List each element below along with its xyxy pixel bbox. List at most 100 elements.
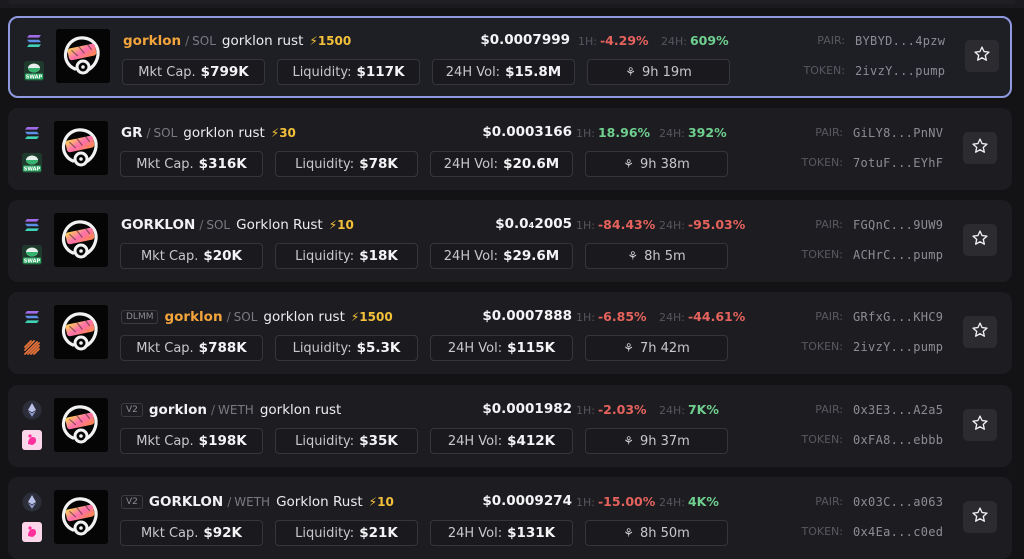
token-symbol: gorklon [148, 402, 207, 418]
price: $0.0001982 [482, 401, 572, 417]
liquidity: Liquidity: $78K [275, 151, 418, 177]
star-icon [973, 45, 991, 67]
pair-age: ⚘ 9h 37m [585, 428, 728, 454]
sprout-icon: ⚘ [623, 434, 634, 448]
change-24h: 24H: 7K% [659, 402, 719, 417]
boost-badge[interactable]: ⚡30 [270, 126, 296, 140]
token-symbol: GR [121, 125, 143, 141]
token-symbol: gorklon [164, 309, 223, 325]
pair-row[interactable]: V2 gorklon / WETH gorklon rust $0.0001982 1H: -… [8, 385, 1012, 467]
token-name: gorklon rust [221, 33, 304, 49]
token-logo [54, 213, 108, 267]
market-cap: Mkt Cap. $92K [120, 520, 263, 546]
quote-symbol: SOL [206, 218, 231, 232]
separator: / [185, 34, 190, 48]
boost-badge[interactable]: ⚡1500 [309, 34, 352, 48]
token-name: gorklon rust [183, 125, 265, 141]
favorite-star-button[interactable] [963, 409, 997, 441]
market-cap: Mkt Cap. $788K [120, 335, 263, 361]
token-logo [54, 305, 108, 359]
boost-badge[interactable]: ⚡10 [368, 495, 394, 509]
boost-badge[interactable]: ⚡1500 [350, 310, 393, 324]
swap-icon: SWAP [22, 153, 42, 173]
market-cap: Mkt Cap. $799K [122, 59, 265, 85]
market-cap: Mkt Cap. $316K [120, 151, 263, 177]
pair-row[interactable]: SWAP GR / SOL gorklon rust ⚡30 $0.0003166 1H: 18… [8, 108, 1012, 190]
pair-age: ⚘ 7h 42m [585, 335, 728, 361]
change-1h: 1H: -6.85% [576, 309, 647, 324]
separator: / [146, 126, 151, 140]
dex-tag: DLMM [121, 310, 159, 324]
market-cap: Mkt Cap. $198K [120, 428, 263, 454]
star-icon [971, 414, 989, 436]
token-name: Gorklon Rust [236, 217, 323, 233]
favorite-star-button[interactable] [963, 224, 997, 256]
change-1h: 1H: -4.29% [578, 33, 649, 48]
change-1h: 1H: -84.43% [576, 217, 656, 232]
quote-symbol: WETH [234, 495, 271, 509]
dex-tag: V2 [121, 403, 143, 417]
volume-24h: 24H Vol: $15.8M [432, 59, 575, 85]
star-icon [971, 321, 989, 343]
token-symbol: GORKLON [148, 494, 224, 510]
favorite-star-button[interactable] [963, 316, 997, 348]
pair-age: ⚘ 9h 19m [587, 59, 730, 85]
sprout-icon: ⚘ [627, 249, 639, 263]
token-logo [54, 398, 108, 452]
swap-icon: SWAP [22, 245, 42, 265]
solana-icon [24, 31, 44, 51]
pair-age: ⚘ 8h 5m [585, 243, 728, 269]
pair-title[interactable]: gorklon / SOL gorklon rust ⚡1500 [123, 30, 351, 52]
solana-icon [22, 307, 42, 327]
favorite-star-button[interactable] [965, 40, 999, 72]
pair-title[interactable]: V2 gorklon / WETH gorklon rust [121, 399, 341, 421]
token-logo [54, 121, 108, 175]
separator: / [199, 218, 204, 232]
pair-row[interactable]: V2 GORKLON / WETH Gorklon Rust ⚡10 $0.0009274 1… [8, 477, 1012, 559]
swap-icon: SWAP [24, 61, 44, 81]
sprout-icon: ⚘ [623, 526, 634, 540]
token-symbol: GORKLON [121, 217, 196, 233]
pair-row[interactable]: DLMM gorklon / SOL gorklon rust ⚡1500 $0.00078… [8, 292, 1012, 374]
change-24h: 24H: -95.03% [659, 217, 746, 232]
dex-tag: V2 [121, 495, 143, 509]
price: $0.0009274 [482, 493, 572, 509]
separator: / [226, 310, 231, 324]
volume-24h: 24H Vol: $115K [430, 335, 573, 361]
uniswap-icon [22, 522, 42, 542]
star-icon [971, 506, 989, 528]
price: $0.0₄2005 [495, 216, 572, 232]
ethereum-icon [22, 492, 42, 512]
top-edge [0, 0, 1024, 8]
change-1h: 1H: -2.03% [576, 402, 647, 417]
price: $0.0003166 [482, 124, 572, 140]
liquidity: Liquidity: $117K [277, 59, 420, 85]
volume-24h: 24H Vol: $412K [430, 428, 573, 454]
quote-symbol: SOL [192, 34, 216, 48]
token-name: gorklon rust [259, 402, 342, 418]
uniswap-icon [22, 430, 42, 450]
token-logo [54, 490, 108, 544]
pair-title[interactable]: V2 GORKLON / WETH Gorklon Rust ⚡10 [121, 491, 394, 513]
volume-24h: 24H Vol: $20.6M [430, 151, 573, 177]
meteora-icon [22, 337, 42, 357]
liquidity: Liquidity: $35K [275, 428, 418, 454]
volume-24h: 24H Vol: $29.6M [430, 243, 573, 269]
separator: / [210, 403, 216, 417]
sprout-icon: ⚘ [623, 157, 634, 171]
pair-title[interactable]: GR / SOL gorklon rust ⚡30 [121, 122, 296, 144]
svg-text:SWAP: SWAP [24, 258, 41, 264]
pair-age: ⚘ 9h 38m [585, 151, 728, 177]
pair-title[interactable]: GORKLON / SOL Gorklon Rust ⚡10 [121, 214, 354, 236]
pair-row[interactable]: SWAP gorklon / SOL gorklon rust ⚡1500 $0.00079… [8, 16, 1012, 98]
pair-age: ⚘ 8h 50m [585, 520, 728, 546]
boost-badge[interactable]: ⚡10 [328, 218, 354, 232]
change-24h: 24H: 392% [659, 125, 727, 140]
market-cap: Mkt Cap. $20K [120, 243, 263, 269]
change-1h: 1H: -15.00% [576, 494, 656, 509]
pair-title[interactable]: DLMM gorklon / SOL gorklon rust ⚡1500 [121, 306, 393, 328]
favorite-star-button[interactable] [963, 132, 997, 164]
separator: / [227, 495, 232, 509]
pair-row[interactable]: SWAP GORKLON / SOL Gorklon Rust ⚡10 $0.0₄2005 1… [8, 200, 1012, 282]
favorite-star-button[interactable] [963, 501, 997, 533]
